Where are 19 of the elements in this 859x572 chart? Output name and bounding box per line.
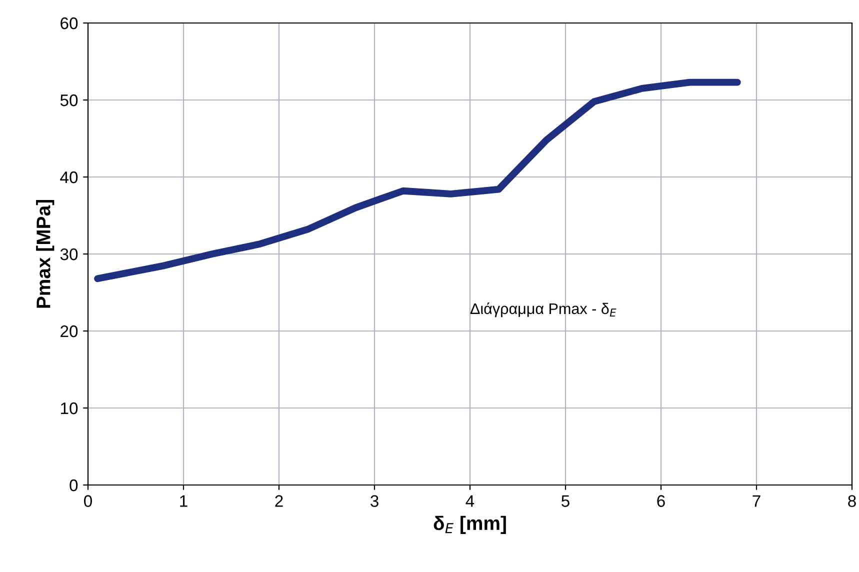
annotation: Διάγραμμα Pmax - δ$_{E}$ xyxy=(470,302,616,318)
x-tick-label: 6 xyxy=(657,495,665,507)
y-axis-title: Pmax [MPa] xyxy=(36,200,54,308)
x-tick-label: 0 xyxy=(84,495,92,507)
y-tick-label: 10 xyxy=(61,402,78,414)
y-tick-label: 0 xyxy=(70,479,78,492)
x-axis-title: δ$_{E}$ [mm] xyxy=(434,516,506,534)
x-tick-label: 3 xyxy=(370,495,378,507)
y-tick-label: 30 xyxy=(60,248,78,260)
x-tick-label: 2 xyxy=(275,495,283,507)
y-tick-label: 20 xyxy=(60,325,78,338)
x-tick-label: 8 xyxy=(848,495,856,507)
y-tick-label: 60 xyxy=(60,17,78,30)
y-tick-label: 40 xyxy=(60,171,78,184)
x-tick-label: 7 xyxy=(752,495,760,507)
x-tick-label: 1 xyxy=(180,495,188,507)
x-tick-label: 4 xyxy=(466,495,474,507)
y-tick-label: 50 xyxy=(60,94,78,106)
x-tick-label: 5 xyxy=(562,495,570,507)
